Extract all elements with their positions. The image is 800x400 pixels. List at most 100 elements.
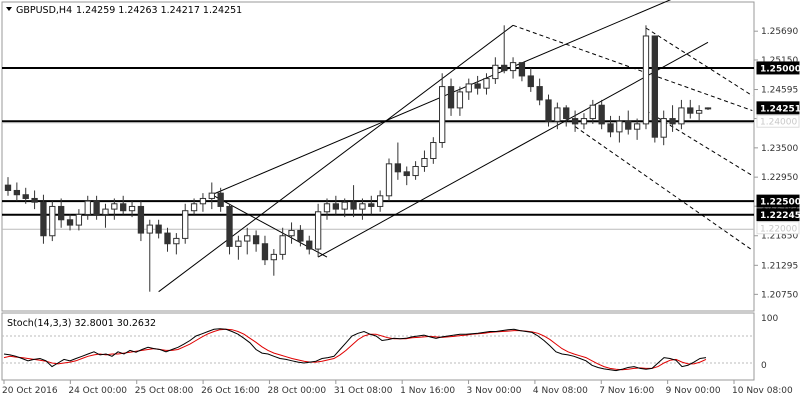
candle[interactable] — [430, 137, 437, 164]
candle[interactable] — [40, 194, 47, 244]
candle[interactable] — [31, 190, 38, 210]
candle[interactable] — [173, 233, 180, 255]
candle[interactable] — [4, 177, 12, 196]
candle[interactable] — [616, 115, 623, 143]
candle[interactable] — [323, 198, 331, 220]
candle[interactable] — [571, 110, 579, 132]
candle[interactable] — [199, 193, 207, 212]
bear-candle-body — [31, 197, 38, 203]
bear-candle-body — [403, 171, 410, 177]
candle[interactable] — [394, 142, 402, 180]
candle[interactable] — [49, 201, 56, 242]
candle[interactable] — [527, 67, 534, 92]
candle[interactable] — [332, 195, 340, 215]
candle[interactable] — [22, 187, 29, 204]
candle[interactable] — [244, 227, 251, 255]
candle[interactable] — [536, 78, 543, 106]
bear-candle-body — [598, 104, 605, 125]
candle[interactable] — [279, 227, 286, 260]
candle[interactable] — [545, 94, 552, 127]
candle[interactable] — [607, 115, 614, 138]
candle[interactable] — [137, 201, 145, 242]
candle[interactable] — [642, 25, 650, 130]
channel-line[interactable] — [158, 24, 514, 293]
candle[interactable] — [297, 225, 304, 247]
candle[interactable] — [58, 198, 65, 228]
bear-candle-body — [536, 86, 543, 101]
candle[interactable] — [589, 99, 596, 124]
candle[interactable] — [146, 219, 153, 292]
candle[interactable] — [518, 62, 526, 82]
candle[interactable] — [563, 105, 570, 127]
candle[interactable] — [84, 195, 91, 220]
candle[interactable] — [474, 75, 481, 95]
candle[interactable] — [261, 235, 269, 266]
bull-candle-body — [49, 205, 56, 237]
candle[interactable] — [465, 78, 472, 100]
candle[interactable] — [421, 150, 428, 172]
candle[interactable] — [155, 219, 162, 239]
dashed-trendline[interactable] — [512, 24, 753, 112]
dashed-trendline[interactable] — [574, 126, 753, 251]
candle[interactable] — [164, 227, 171, 252]
candle[interactable] — [306, 235, 313, 255]
candle[interactable] — [235, 235, 242, 260]
candle[interactable] — [403, 166, 410, 186]
candle[interactable] — [687, 99, 694, 119]
candle[interactable] — [385, 158, 393, 202]
candle[interactable] — [633, 118, 641, 140]
candle[interactable] — [501, 25, 508, 74]
bull-candle-body — [589, 104, 596, 120]
candle[interactable] — [483, 73, 490, 95]
candle[interactable] — [598, 99, 605, 130]
price-panel[interactable] — [1, 1, 755, 312]
candle[interactable] — [75, 209, 83, 231]
candle[interactable] — [704, 107, 712, 111]
candle[interactable] — [120, 195, 127, 215]
candle[interactable] — [580, 113, 588, 130]
candle[interactable] — [359, 198, 366, 220]
bull-candle-body — [439, 86, 446, 144]
candle[interactable] — [314, 203, 322, 258]
candle[interactable] — [350, 185, 357, 218]
candle[interactable] — [13, 182, 21, 202]
candle[interactable] — [226, 203, 233, 255]
bull-candle-body — [190, 203, 198, 212]
candle[interactable] — [660, 110, 667, 146]
candle[interactable] — [492, 57, 499, 84]
bull-candle-body — [492, 64, 499, 80]
candle[interactable] — [270, 249, 277, 276]
dashed-trendline[interactable] — [645, 27, 753, 97]
candle[interactable] — [128, 201, 136, 218]
candle[interactable] — [447, 78, 455, 116]
candle[interactable] — [252, 230, 260, 252]
candle[interactable] — [368, 195, 375, 215]
candle[interactable] — [456, 86, 464, 116]
price-tick-label: 1.21295 — [761, 261, 798, 271]
candle[interactable] — [554, 102, 561, 130]
candle[interactable] — [66, 214, 74, 231]
candle[interactable] — [190, 198, 198, 215]
candle[interactable] — [111, 198, 118, 220]
candle[interactable] — [678, 99, 685, 130]
candle[interactable] — [625, 110, 632, 135]
bear-candle-body — [651, 35, 658, 138]
candle[interactable] — [341, 198, 348, 218]
candle[interactable] — [217, 187, 224, 212]
dropdown-arrow-icon[interactable] — [6, 7, 12, 11]
candle[interactable] — [93, 195, 100, 220]
candle[interactable] — [208, 182, 215, 210]
price-tag: 1.22500 — [756, 194, 800, 208]
candle[interactable] — [376, 190, 384, 212]
candle[interactable] — [651, 35, 658, 143]
candle[interactable] — [439, 73, 446, 148]
candle[interactable] — [509, 57, 517, 79]
candle[interactable] — [412, 161, 419, 180]
candle[interactable] — [182, 203, 189, 244]
bull-candle-body — [704, 107, 712, 110]
candle[interactable] — [695, 105, 703, 122]
candle[interactable] — [669, 105, 676, 132]
candle[interactable] — [102, 203, 109, 228]
candle[interactable] — [288, 222, 295, 244]
